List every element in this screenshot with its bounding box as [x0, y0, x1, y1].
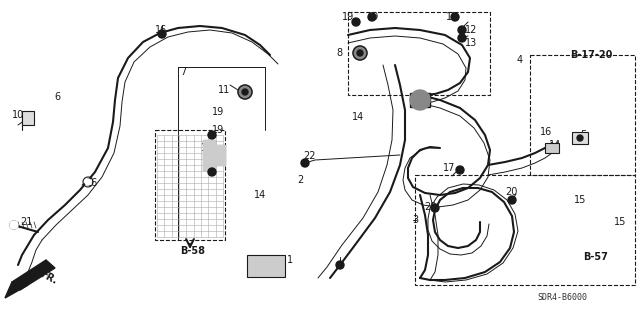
Circle shape — [10, 221, 18, 229]
Text: 20: 20 — [424, 202, 436, 212]
Text: 2: 2 — [297, 175, 303, 185]
Text: B-58: B-58 — [180, 246, 205, 256]
Text: B-57: B-57 — [259, 267, 284, 277]
Circle shape — [410, 90, 430, 110]
Text: 16: 16 — [155, 25, 167, 35]
Circle shape — [352, 18, 360, 26]
Text: 5: 5 — [580, 130, 586, 140]
Text: 19: 19 — [212, 125, 224, 135]
Text: 17: 17 — [443, 163, 455, 173]
Text: 14: 14 — [352, 112, 364, 122]
Text: 18: 18 — [201, 143, 213, 153]
Text: 1: 1 — [287, 255, 293, 265]
Text: 14: 14 — [254, 190, 266, 200]
Text: 6: 6 — [54, 92, 60, 102]
Text: 20: 20 — [505, 187, 517, 197]
Text: 4: 4 — [517, 55, 523, 65]
Bar — [572, 132, 588, 144]
Circle shape — [242, 89, 248, 95]
Text: 19: 19 — [446, 12, 458, 22]
Polygon shape — [203, 140, 225, 170]
Circle shape — [208, 131, 216, 139]
Text: 22: 22 — [303, 151, 316, 161]
Circle shape — [577, 135, 583, 141]
Circle shape — [85, 179, 91, 185]
Text: 9: 9 — [418, 102, 424, 112]
Text: 13: 13 — [465, 38, 477, 48]
Text: B-17-20: B-17-20 — [570, 50, 612, 60]
Polygon shape — [12, 260, 55, 290]
Circle shape — [458, 34, 466, 42]
Bar — [530, 55, 635, 175]
Bar — [415, 175, 635, 285]
Text: 8: 8 — [336, 48, 342, 58]
Circle shape — [238, 85, 252, 99]
Circle shape — [451, 13, 459, 21]
Bar — [247, 255, 285, 277]
Polygon shape — [5, 282, 28, 298]
Bar — [155, 130, 225, 240]
Text: 14: 14 — [549, 140, 561, 150]
Bar — [410, 93, 430, 107]
Circle shape — [208, 168, 216, 176]
Text: 21: 21 — [20, 217, 32, 227]
Circle shape — [158, 30, 166, 38]
Bar — [545, 143, 559, 153]
Circle shape — [508, 196, 516, 204]
Text: B-57: B-57 — [584, 252, 609, 262]
Text: 7: 7 — [180, 67, 186, 77]
Text: 15: 15 — [614, 217, 626, 227]
Text: 19: 19 — [212, 107, 224, 117]
Text: 12: 12 — [465, 25, 477, 35]
Text: 19: 19 — [367, 12, 379, 22]
Circle shape — [431, 204, 439, 212]
Text: 19: 19 — [342, 12, 354, 22]
Text: 16: 16 — [540, 127, 552, 137]
Circle shape — [456, 166, 464, 174]
Text: 15: 15 — [574, 195, 586, 205]
Text: SDR4-B6000: SDR4-B6000 — [537, 293, 587, 302]
Circle shape — [368, 13, 376, 21]
Bar — [348, 12, 490, 95]
Circle shape — [458, 26, 466, 34]
Text: 16: 16 — [86, 178, 98, 188]
Circle shape — [353, 46, 367, 60]
Circle shape — [357, 50, 363, 56]
Text: 3: 3 — [412, 215, 418, 225]
Text: 10: 10 — [12, 110, 24, 120]
Text: FR.: FR. — [38, 269, 59, 287]
Bar — [22, 111, 34, 125]
Circle shape — [336, 261, 344, 269]
Circle shape — [301, 159, 309, 167]
Text: 11: 11 — [218, 85, 230, 95]
